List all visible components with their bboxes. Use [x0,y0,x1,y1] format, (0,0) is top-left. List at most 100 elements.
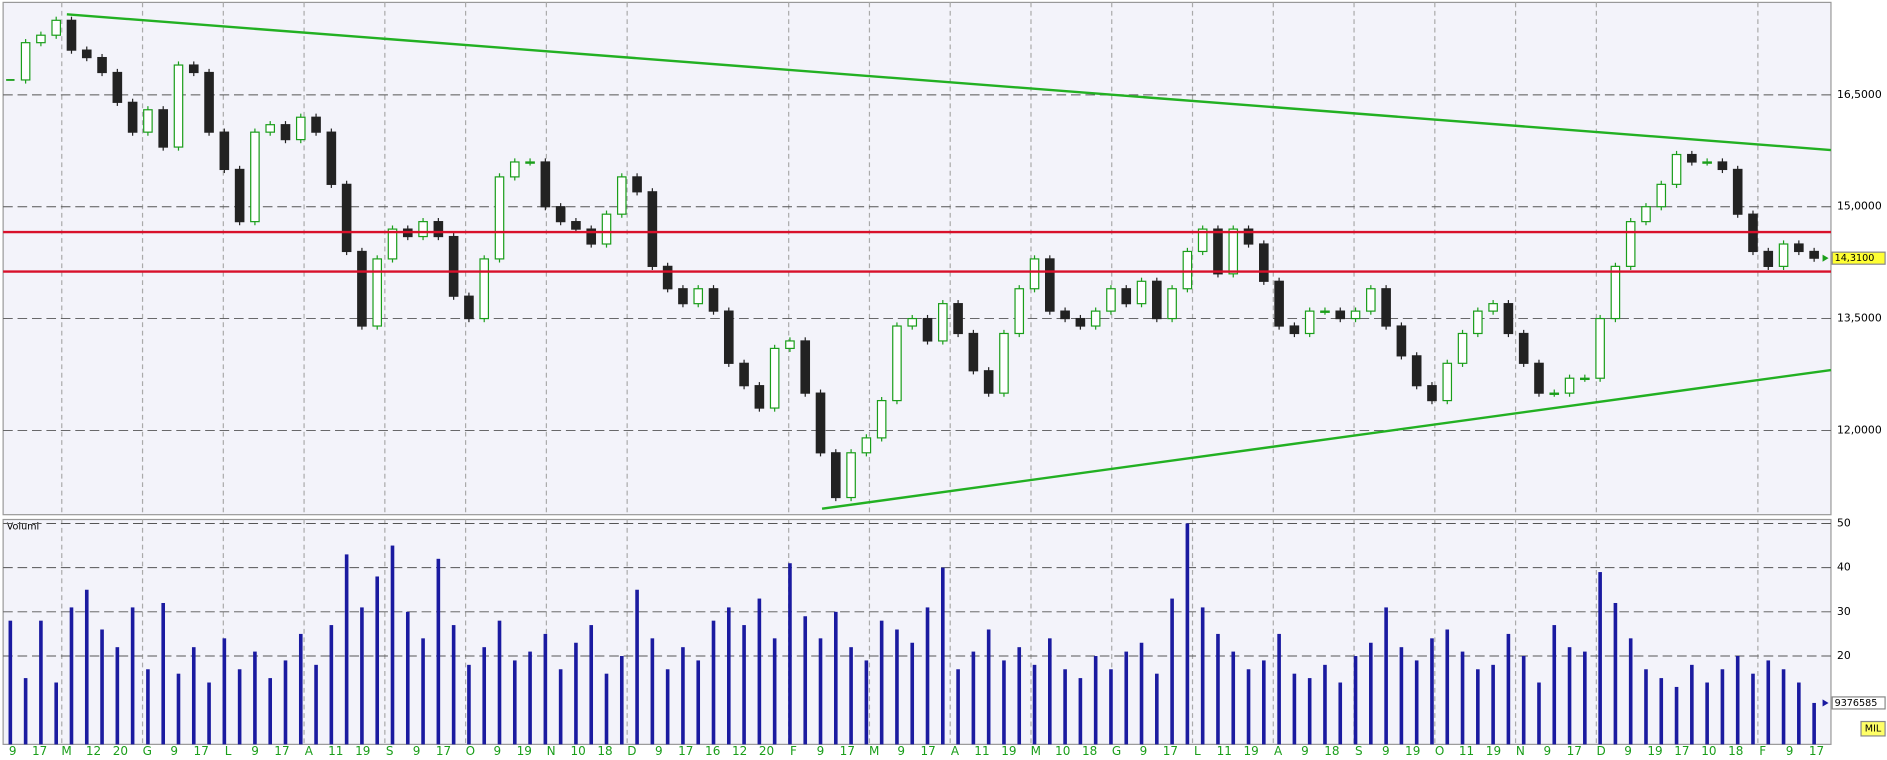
candle [1350,310,1361,320]
volume-bar [467,664,471,745]
candle [234,168,245,223]
volume-bar [1812,702,1816,745]
y-tick-label: 30 [1837,605,1851,618]
candle [173,64,184,148]
volume-bar [1430,638,1434,745]
candle [525,161,535,164]
volume-bar [1690,664,1694,745]
candle [1197,228,1208,253]
x-tick-label: 12 [732,744,747,758]
volume-bar [1017,647,1022,745]
x-tick-label: 19 [1486,744,1501,758]
volume-bar [1674,686,1679,745]
x-tick-label: 18 [597,744,612,758]
volume-bar [451,625,456,745]
volume-bar [1628,638,1633,745]
volume-bar [558,669,563,745]
x-tick-label: 11 [1217,744,1232,758]
volume-bar [1598,572,1602,745]
candle [601,213,612,245]
last-price-marker [1831,251,1886,265]
candle [36,34,46,44]
candle [1763,250,1774,267]
volume-bar [84,589,89,745]
x-tick-label: G [1112,744,1121,758]
volume-bar [910,642,915,745]
volume-bar [1445,629,1450,745]
volume-bar [742,625,746,745]
x-tick-label: L [1194,744,1201,758]
x-tick-label: M [1031,744,1041,758]
candle [616,176,627,215]
volume-bar [665,669,670,745]
x-tick-label: 16 [705,744,720,758]
candle [188,64,199,74]
x-tick-label: 9 [655,744,663,758]
candle [1167,288,1177,320]
x-tick-label: F [1759,744,1766,758]
candle [448,235,459,297]
unit-box [1860,720,1886,737]
volume-bar [589,625,594,745]
x-tick-label: 19 [1647,744,1662,758]
volume-bar [421,638,425,745]
volume-bar [1078,678,1083,745]
x-tick-label: 10 [570,744,585,758]
candle [1396,325,1407,357]
candle [1289,325,1300,335]
candle [739,362,749,387]
volume-bar [803,616,808,745]
candle [1641,206,1651,223]
volume-bar [1476,669,1480,745]
candle [1060,310,1070,320]
volume-bar [1262,660,1266,745]
x-tick-label: 9 [1301,744,1309,758]
volume-bar [1185,523,1190,745]
candle [341,183,352,253]
volume-bar [512,660,517,745]
candle [1259,243,1269,282]
volume-bar [1751,673,1755,745]
volume-bar [1170,598,1174,745]
volume-bar [130,607,135,745]
volume-bar [1537,682,1541,745]
x-tick-label: 19 [1405,744,1420,758]
volume-bar [482,647,487,745]
volume-bar [619,656,624,745]
y-tick-label: 13,5000 [1837,312,1882,325]
candle [1381,288,1391,327]
y-tick-label: 15,0000 [1837,200,1882,213]
volume-bar [100,629,104,745]
candle [1274,280,1284,327]
candle [51,19,61,36]
x-tick-label: 18 [1082,744,1097,758]
candle [892,325,902,402]
volume-bar [895,629,899,745]
volume-bar [1323,664,1327,745]
volume-bar [222,638,227,745]
candle [1564,377,1575,394]
x-tick-label: 9 [1786,744,1794,758]
volume-bar [941,567,945,745]
x-tick-label: 19 [1001,744,1016,758]
candle [708,288,719,312]
volume-bar [1797,682,1801,745]
x-tick-label: 17 [1674,744,1689,758]
candle [1213,228,1223,275]
volume-bar [375,576,380,745]
volume-bar [1048,638,1052,745]
x-tick-label: 9 [1543,744,1551,758]
candle [1182,250,1193,290]
y-tick-label: 40 [1837,561,1851,574]
volume-bar [1353,656,1358,745]
x-tick-label: 17 [32,744,47,758]
volume-bar [390,545,395,745]
x-tick-label: M [869,744,879,758]
x-tick-label: F [790,744,797,758]
x-tick-label: D [627,744,636,758]
x-tick-label: S [386,744,394,758]
price-panel [2,1,1832,516]
volume-bar [405,611,410,745]
candle [494,176,505,260]
volume-bar [1567,647,1572,745]
